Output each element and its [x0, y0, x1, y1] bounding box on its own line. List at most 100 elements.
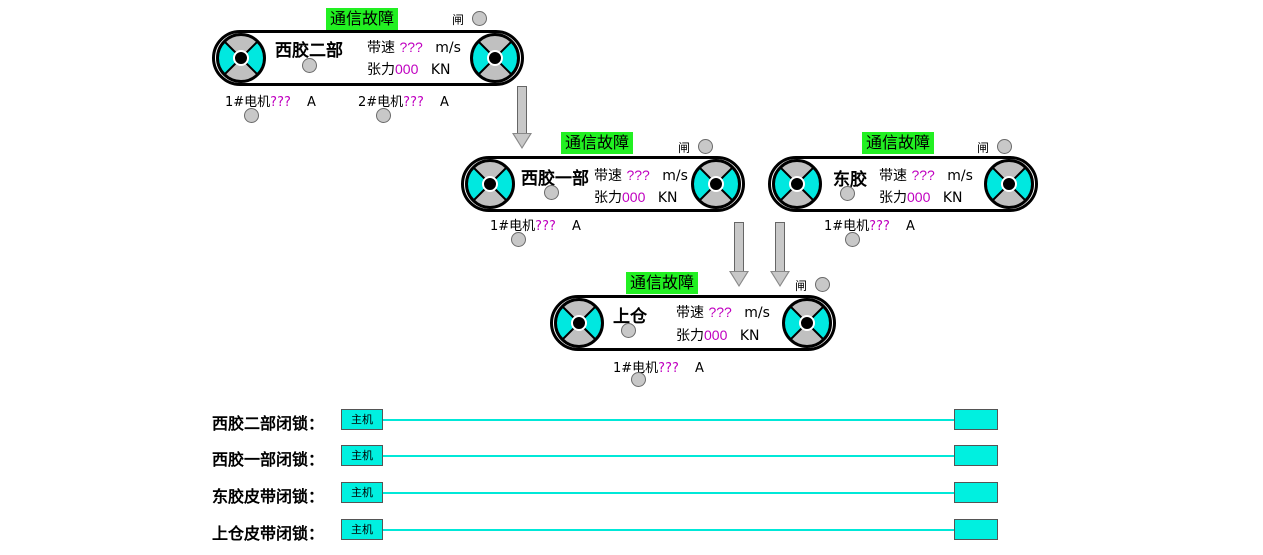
interlock-label: 西胶二部闭锁：: [212, 414, 325, 433]
motor-2-readout: 2#电机??? A: [358, 91, 449, 110]
tension-unit: KN: [942, 190, 963, 206]
motor-current-value: ???: [270, 95, 291, 110]
motor-current-unit: A: [440, 95, 449, 110]
motor-current-value: ???: [869, 219, 890, 234]
speed-readout: 带速 ??? m/s: [367, 37, 461, 57]
interlock-host-button[interactable]: 主机: [341, 409, 383, 430]
conveyor-name: 东胶: [833, 170, 867, 190]
speed-label: 带速: [676, 305, 704, 321]
pulley-wheel-icon: [216, 33, 266, 83]
speed-readout: 带速 ??? m/s: [594, 165, 688, 185]
pulley-wheel-icon: [465, 159, 515, 209]
speed-value: ???: [911, 167, 935, 183]
interlock-row-xijiao-1: 西胶一部闭锁： 主机: [0, 445, 1263, 469]
speed-label: 带速: [594, 168, 622, 184]
pulley-wheel-icon: [984, 159, 1034, 209]
running-status-lamp-icon: [544, 185, 559, 200]
motor-1-status-lamp-icon: [244, 108, 259, 123]
tension-readout: 张力000 KN: [367, 59, 450, 79]
interlock-row-shangcang: 上仓皮带闭锁： 主机: [0, 519, 1263, 543]
tension-readout: 张力000 KN: [676, 325, 759, 345]
motor-label: 1#电机: [613, 361, 659, 376]
motor-1-status-lamp-icon: [511, 232, 526, 247]
pulley-wheel-icon: [782, 298, 832, 348]
motor-current-value: ???: [403, 95, 424, 110]
interlock-end-button[interactable]: [954, 409, 998, 430]
speed-unit: m/s: [435, 40, 461, 56]
gate-label: 闸: [795, 279, 808, 293]
pulley-wheel-icon: [691, 159, 741, 209]
tension-value: 000: [704, 327, 728, 343]
speed-value: ???: [626, 167, 650, 183]
pulley-wheel-icon: [554, 298, 604, 348]
pulley-wheel-icon: [470, 33, 520, 83]
motor-label: 1#电机: [225, 95, 271, 110]
speed-label: 带速: [879, 168, 907, 184]
status-badge: 通信故障: [326, 8, 399, 30]
interlock-end-button[interactable]: [954, 482, 998, 503]
interlock-label: 东胶皮带闭锁：: [212, 487, 325, 506]
motor-label: 1#电机: [490, 219, 536, 234]
tension-label: 张力: [676, 328, 704, 344]
tension-readout: 张力000 KN: [594, 187, 677, 207]
motor-1-status-lamp-icon: [631, 372, 646, 387]
gate-label: 闸: [678, 141, 691, 155]
status-badge: 通信故障: [561, 132, 634, 154]
speed-unit: m/s: [662, 168, 688, 184]
motor-current-unit: A: [695, 361, 704, 376]
running-status-lamp-icon: [621, 323, 636, 338]
gate-label: 闸: [977, 141, 990, 155]
speed-readout: 带速 ??? m/s: [879, 165, 973, 185]
interlock-label: 上仓皮带闭锁：: [212, 524, 325, 543]
gate-status-lamp-icon: [698, 139, 713, 154]
motor-1-status-lamp-icon: [845, 232, 860, 247]
gate-status-lamp-icon: [472, 11, 487, 26]
tension-label: 张力: [594, 190, 622, 206]
interlock-link-line: [383, 529, 955, 531]
gate-status-lamp-icon: [997, 139, 1012, 154]
motor-current-value: ???: [658, 361, 679, 376]
tension-label: 张力: [367, 62, 395, 78]
interlock-host-button[interactable]: 主机: [341, 445, 383, 466]
interlock-end-button[interactable]: [954, 519, 998, 540]
speed-value: ???: [708, 304, 732, 320]
gate-status-lamp-icon: [815, 277, 830, 292]
motor-current-unit: A: [906, 219, 915, 234]
tension-value: 000: [907, 189, 931, 205]
motor-2-status-lamp-icon: [376, 108, 391, 123]
tension-unit: KN: [739, 328, 760, 344]
motor-current-value: ???: [535, 219, 556, 234]
motor-current-unit: A: [307, 95, 316, 110]
speed-readout: 带速 ??? m/s: [676, 302, 770, 322]
interlock-label: 西胶一部闭锁：: [212, 450, 325, 469]
motor-label: 1#电机: [824, 219, 870, 234]
tension-label: 张力: [879, 190, 907, 206]
motor-1-readout: 1#电机??? A: [824, 215, 915, 234]
motor-1-readout: 1#电机??? A: [490, 215, 581, 234]
running-status-lamp-icon: [302, 58, 317, 73]
gate-label: 闸: [452, 13, 465, 27]
motor-1-readout: 1#电机??? A: [225, 91, 316, 110]
speed-value: ???: [399, 39, 423, 55]
interlock-link-line: [383, 419, 955, 421]
motor-current-unit: A: [572, 219, 581, 234]
tension-readout: 张力000 KN: [879, 187, 962, 207]
interlock-host-button[interactable]: 主机: [341, 482, 383, 503]
tension-unit: KN: [430, 62, 451, 78]
conveyor-name: 西胶二部: [275, 41, 343, 61]
interlock-host-button[interactable]: 主机: [341, 519, 383, 540]
status-badge: 通信故障: [626, 272, 699, 294]
tension-unit: KN: [657, 190, 678, 206]
speed-unit: m/s: [947, 168, 973, 184]
running-status-lamp-icon: [840, 186, 855, 201]
interlock-end-button[interactable]: [954, 445, 998, 466]
interlock-link-line: [383, 492, 955, 494]
conveyor-name: 上仓: [613, 307, 647, 327]
interlock-row-dongjiao: 东胶皮带闭锁： 主机: [0, 482, 1263, 506]
motor-1-readout: 1#电机??? A: [613, 357, 704, 376]
motor-label: 2#电机: [358, 95, 404, 110]
conveyor-name: 西胶一部: [521, 169, 589, 189]
status-badge: 通信故障: [862, 132, 935, 154]
interlock-link-line: [383, 455, 955, 457]
tension-value: 000: [395, 61, 419, 77]
